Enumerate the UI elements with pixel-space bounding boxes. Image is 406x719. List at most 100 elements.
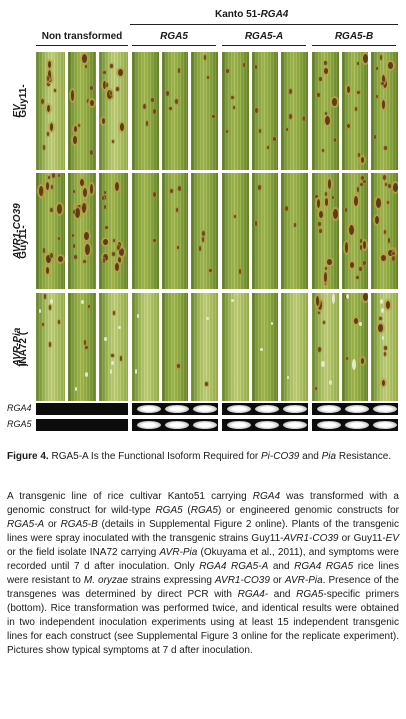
lesion-spot — [351, 359, 356, 370]
lesion-spot — [294, 223, 297, 227]
lesion-spot — [234, 215, 236, 218]
leaf-blade — [222, 52, 249, 170]
caption-number: Figure 4. — [7, 451, 49, 462]
lesion-spot — [110, 91, 113, 95]
lesion-spot — [382, 100, 386, 109]
leaf-blade — [251, 52, 279, 170]
body-text-run: strains expressing — [128, 575, 215, 586]
lesion-spot — [118, 242, 122, 248]
lesion-spot — [86, 99, 89, 103]
lesion-spot — [115, 182, 120, 191]
lesion-spot — [70, 90, 74, 101]
body-text-run: AVR1-CO39 — [283, 533, 339, 544]
leaf-blade — [371, 52, 399, 170]
body-text-run: or the field isolate INA72 carrying — [7, 547, 160, 558]
lesion-spot — [380, 299, 384, 304]
row-label-ina72: INA72 (AVR-Pia) — [12, 293, 29, 401]
lesion-spot — [146, 121, 148, 126]
leaf-blade — [371, 173, 399, 289]
body-text-run: AVR-Pia — [284, 575, 323, 586]
leaf-blade — [36, 173, 65, 289]
lesion-spot — [286, 128, 289, 131]
lesion-spot — [359, 245, 362, 250]
column-line-4 — [312, 45, 396, 46]
lesion-spot — [285, 206, 289, 211]
lesion-spot — [46, 182, 49, 190]
lesion-spot — [47, 76, 49, 81]
lesion-spot — [46, 255, 51, 263]
leaf-panel — [222, 173, 309, 289]
caption-italic-2: Pia — [321, 451, 337, 462]
body-text-run: RGA5-B — [60, 519, 98, 530]
pcr-band — [227, 405, 251, 413]
caption-italic-1: Pi-CO39 — [261, 451, 300, 462]
lesion-spot — [48, 76, 52, 82]
lesion-spot — [105, 226, 109, 229]
lesion-spot — [104, 191, 107, 194]
lesion-spot — [323, 321, 325, 324]
lesion-spot — [153, 192, 156, 197]
pcr-band — [317, 421, 341, 429]
row-label-prefix: Guy11- — [17, 225, 29, 259]
lesion-spot — [104, 205, 107, 209]
lesion-spot — [356, 62, 359, 65]
column-header-rga5-a: RGA5-A — [244, 31, 284, 42]
lesion-spot — [175, 208, 178, 212]
lesion-spot — [258, 129, 261, 133]
body-text-run: or — [269, 575, 285, 586]
lesion-spot — [379, 317, 383, 320]
lesion-spot — [345, 357, 348, 360]
lesion-spot — [384, 146, 388, 150]
leaf-blade — [67, 52, 97, 170]
lesion-spot — [43, 248, 45, 253]
leaf-blade — [99, 293, 129, 401]
lesion-spot — [381, 82, 385, 85]
lesion-spot — [332, 98, 337, 106]
lesion-spot — [82, 260, 86, 263]
lesion-spot — [83, 340, 86, 345]
lesion-spot — [270, 322, 273, 325]
lesion-spot — [87, 305, 90, 308]
lesion-spot — [344, 242, 348, 253]
caption-text-a: RGA5-A Is the Functional Isoform Require… — [48, 451, 262, 462]
lesion-spot — [48, 70, 51, 79]
lesion-spot — [103, 254, 109, 261]
lesion-spot — [332, 293, 335, 304]
figure-caption: Figure 4. RGA5-A Is the Functional Isofo… — [7, 450, 397, 464]
leaf-panel — [132, 173, 219, 289]
caption-text-c: Resistance. — [336, 451, 392, 462]
lesion-spot — [48, 61, 51, 68]
lesion-spot — [289, 89, 293, 94]
lesion-spot — [212, 115, 216, 118]
leaf-panel — [222, 52, 309, 170]
leaf-blade — [251, 173, 279, 289]
leaf-blade — [132, 173, 159, 289]
lesion-spot — [378, 324, 384, 332]
body-text-run: or — [44, 519, 61, 530]
leaf-blade — [251, 293, 279, 401]
lesion-spot — [318, 347, 321, 352]
lesion-spot — [325, 112, 327, 115]
body-text-run: EV — [385, 533, 399, 544]
leaf-blade — [222, 173, 249, 289]
pcr-band — [283, 421, 307, 429]
gel-lane-strip — [222, 419, 308, 431]
row-label-prefix: INA72 ( — [17, 331, 29, 367]
lesion-spot — [111, 95, 114, 98]
pcr-band — [165, 405, 189, 413]
lesion-spot — [383, 175, 387, 180]
lesion-spot — [89, 86, 93, 90]
lesion-spot — [39, 186, 43, 196]
lesion-spot — [50, 299, 53, 304]
lesion-spot — [325, 198, 328, 206]
lesion-spot — [382, 336, 385, 340]
lesion-spot — [102, 118, 106, 124]
lesion-spot — [259, 348, 263, 351]
lesion-spot — [317, 93, 320, 97]
lesion-spot — [84, 65, 87, 68]
lesion-spot — [49, 305, 51, 310]
body-text-run: (details in Supplemental Figure 2 online… — [7, 519, 399, 544]
lesion-spot — [84, 372, 88, 377]
lesion-spot — [384, 346, 388, 350]
lesion-spot — [48, 176, 50, 179]
